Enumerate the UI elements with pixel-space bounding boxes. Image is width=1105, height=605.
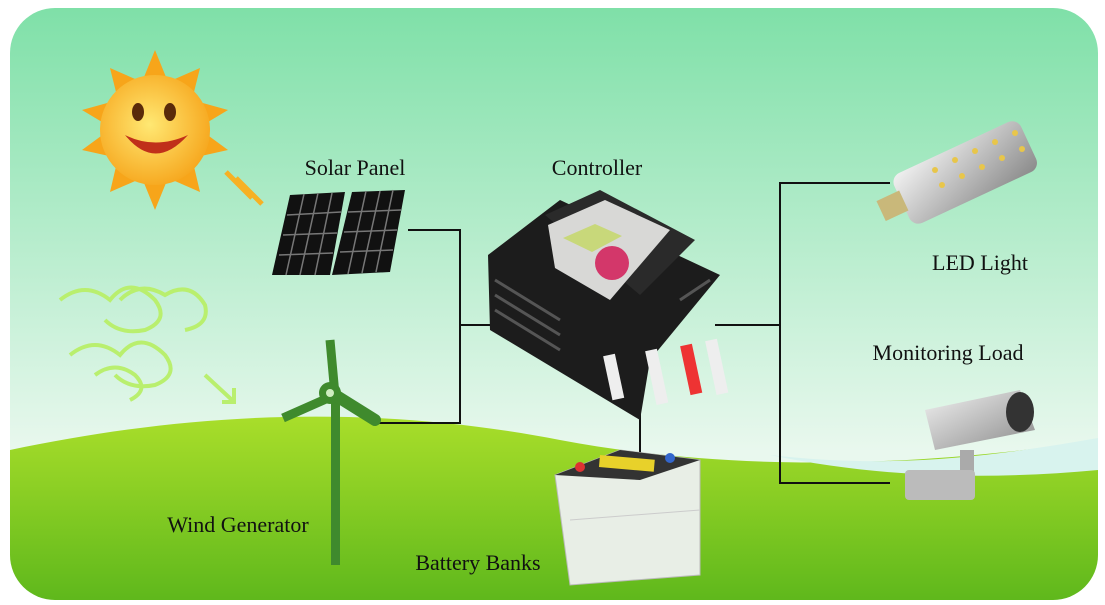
controller-part (595, 246, 629, 280)
led-light-part-part (1012, 130, 1018, 136)
node-label: LED Light (932, 250, 1028, 275)
camera-part (1006, 392, 1034, 432)
node-label: Monitoring Load (873, 340, 1024, 365)
led-light-part-part (972, 148, 978, 154)
diagram: Solar Panel Controller LED Light Monitor… (0, 0, 1105, 605)
node-label: Solar Panel (305, 155, 406, 180)
led-light-part-part (979, 164, 985, 170)
sun-part (164, 103, 176, 121)
battery (555, 450, 700, 585)
led-light-part-part (992, 139, 998, 145)
node-label: Battery Banks (415, 550, 540, 575)
camera-part (905, 470, 975, 500)
sun-part (132, 103, 144, 121)
battery-part (665, 453, 675, 463)
sun-part (100, 75, 210, 185)
node-label: Controller (552, 155, 643, 180)
led-light-part-part (999, 155, 1005, 161)
wind-generator-part (331, 395, 340, 565)
led-light-part-part (952, 157, 958, 163)
page: Solar Panel Controller LED Light Monitor… (0, 0, 1105, 605)
led-light-part-part (939, 182, 945, 188)
led-light-part-part (932, 167, 938, 173)
node-label: Wind Generator (167, 512, 309, 537)
led-light-part-part (959, 173, 965, 179)
battery-part (575, 462, 585, 472)
wind-generator-part (326, 389, 334, 397)
led-light-part-part (1019, 146, 1025, 152)
